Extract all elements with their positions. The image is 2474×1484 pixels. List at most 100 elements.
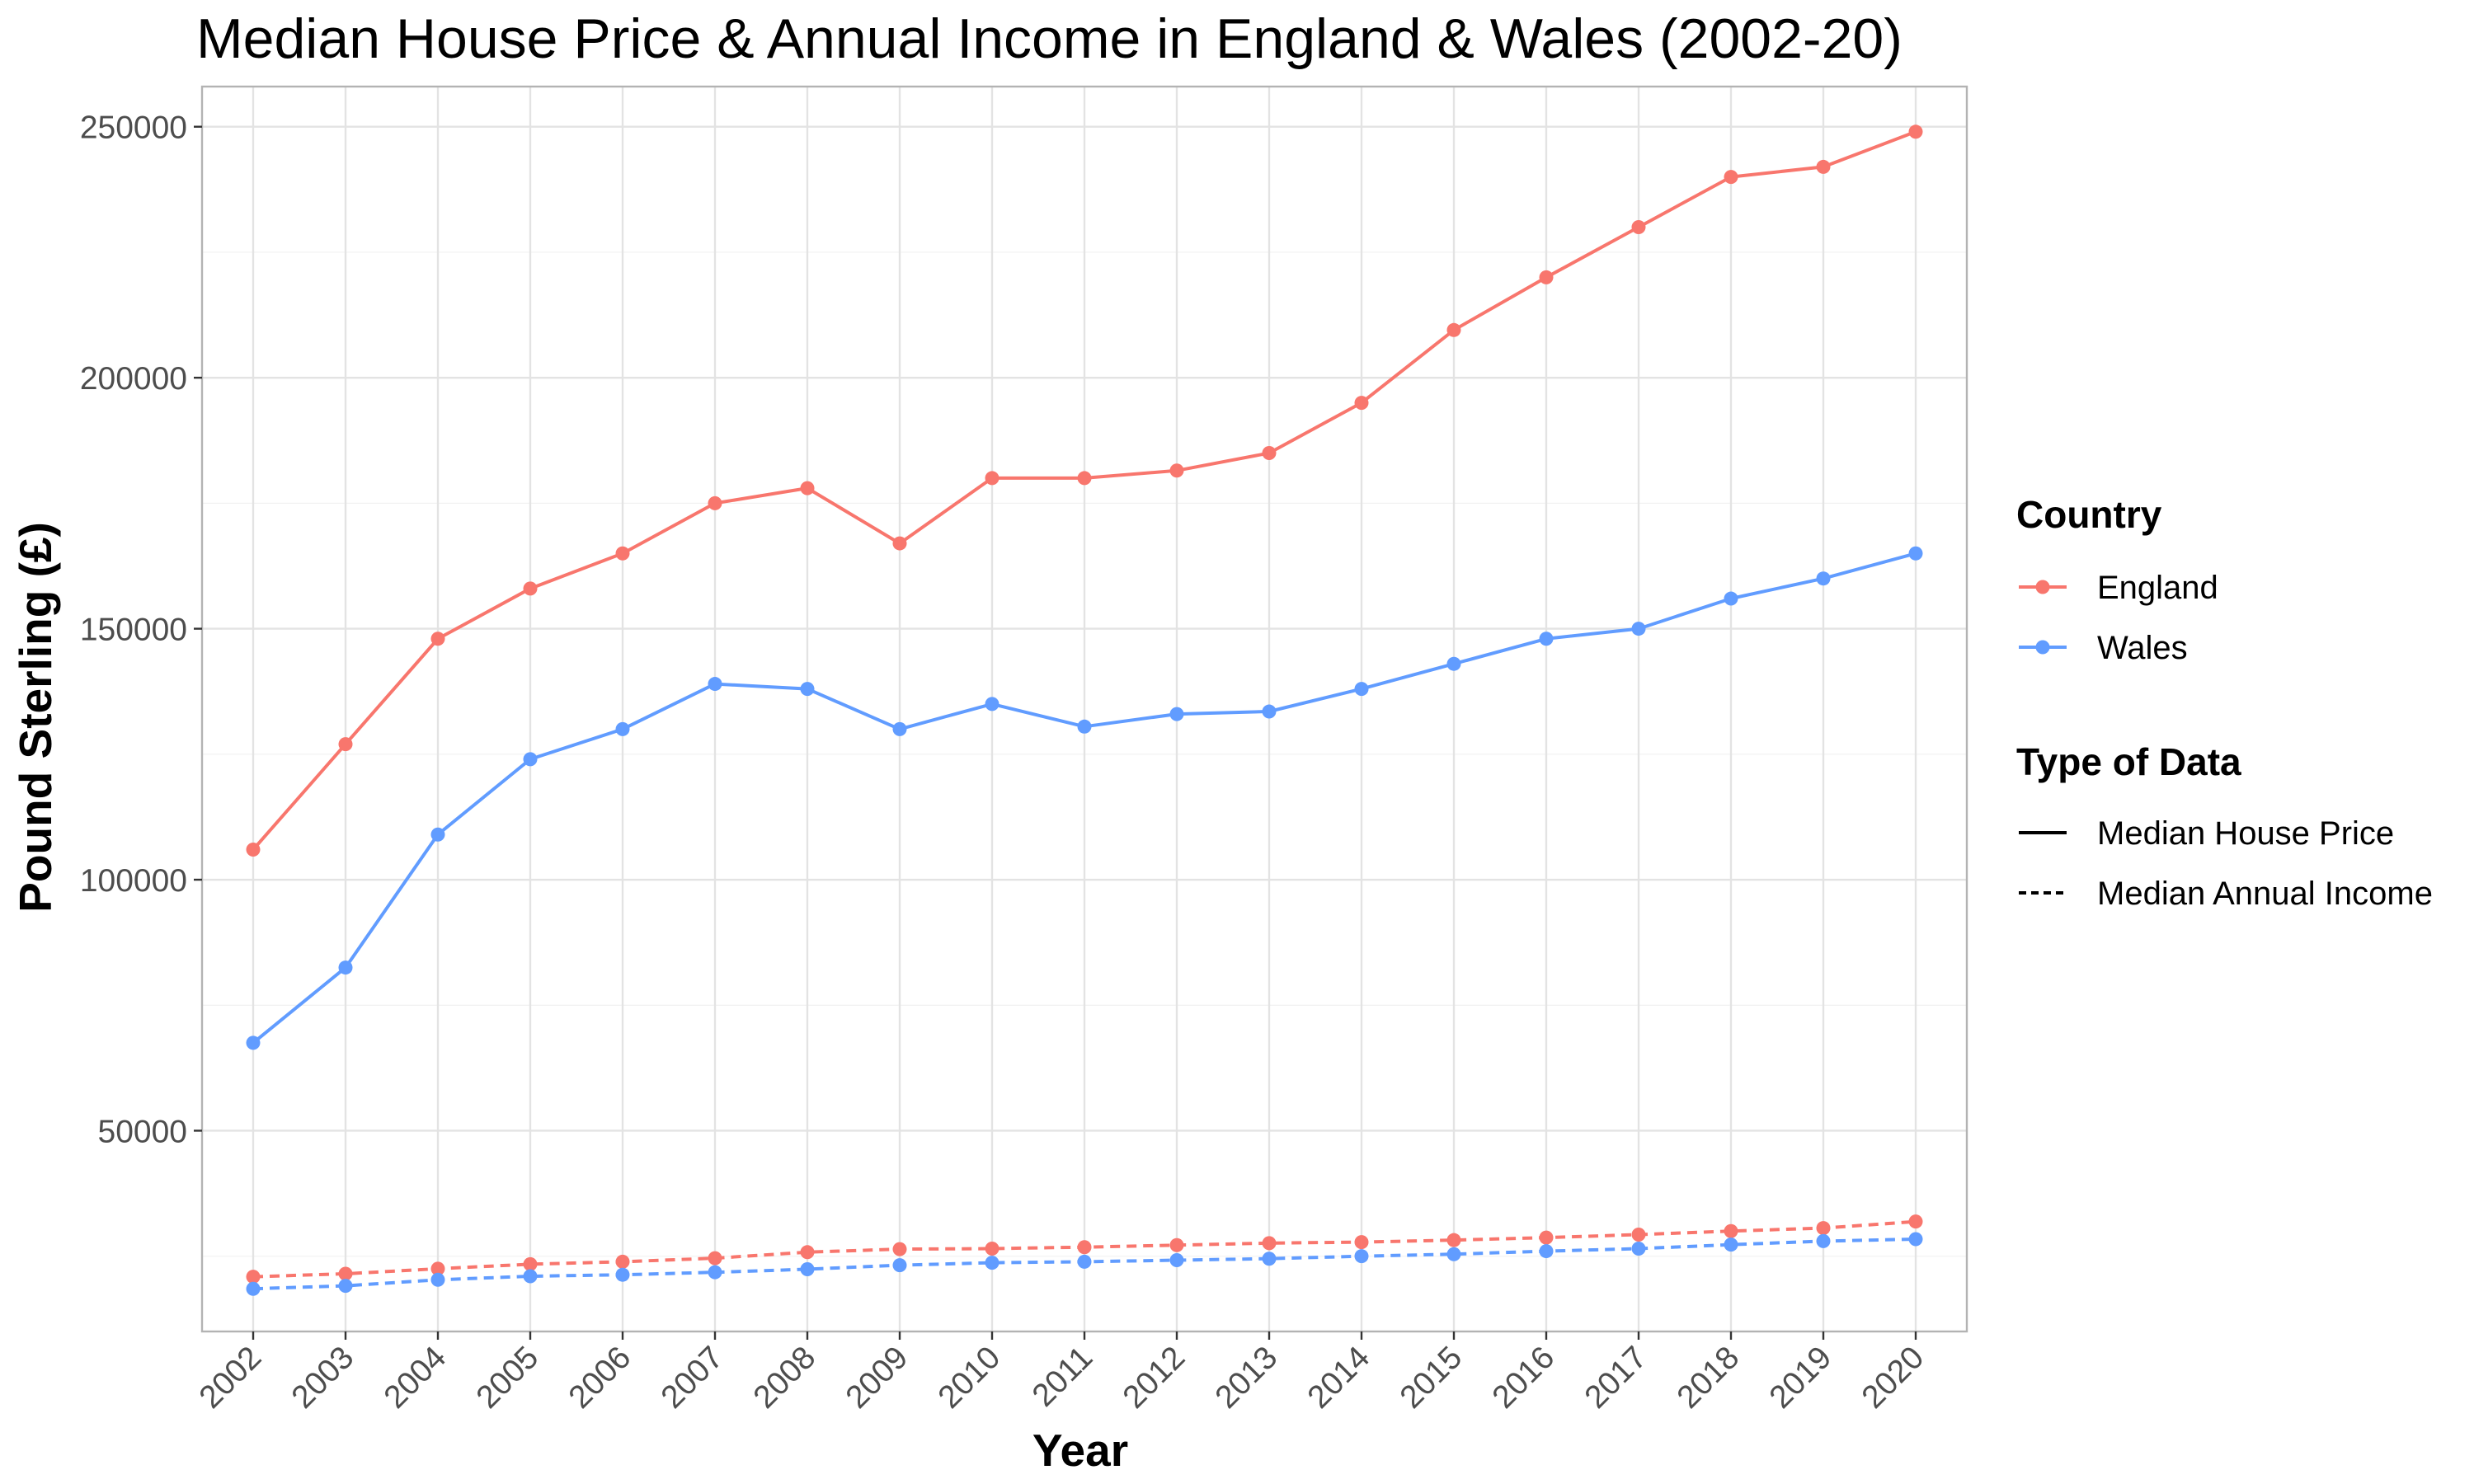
data-point — [523, 1256, 538, 1271]
data-point — [1169, 1253, 1184, 1268]
data-point — [985, 471, 999, 486]
x-tick-label: 2008 — [747, 1340, 823, 1416]
x-tick-label: 2019 — [1763, 1340, 1839, 1416]
x-axis-title: Year — [1032, 1425, 1128, 1476]
data-point — [338, 1279, 353, 1294]
data-point — [708, 495, 722, 510]
legend-label-wales: Wales — [2097, 630, 2188, 666]
data-point — [523, 1269, 538, 1284]
data-point — [1816, 159, 1831, 174]
data-point — [338, 1266, 353, 1281]
legend-label-england: England — [2097, 570, 2218, 606]
data-point — [523, 752, 538, 767]
data-point — [430, 1261, 445, 1276]
data-point — [1908, 546, 1923, 561]
data-point — [800, 682, 815, 697]
data-point — [1446, 322, 1461, 337]
data-point — [1354, 1235, 1369, 1250]
y-tick-label: 200000 — [80, 361, 187, 397]
data-point — [892, 721, 907, 736]
data-point — [246, 842, 261, 857]
plot-area — [200, 85, 1968, 1333]
data-point — [1077, 471, 1092, 486]
data-point — [1908, 1232, 1923, 1247]
chart-title: Median House Price & Annual Income in En… — [196, 7, 1903, 70]
legend: Country England Wales Type of Data Median… — [2016, 493, 2433, 912]
data-point — [1539, 1244, 1554, 1259]
data-point — [708, 1251, 722, 1266]
x-tick-label: 2011 — [1026, 1340, 1100, 1414]
data-point — [246, 1281, 261, 1296]
x-tick-label: 2010 — [932, 1340, 1008, 1416]
legend-type-label: Median Annual Income — [2097, 876, 2433, 912]
data-point — [615, 1267, 630, 1282]
data-point — [1724, 1237, 1738, 1252]
legend-type-label: Median House Price — [2097, 815, 2394, 852]
data-point — [1077, 719, 1092, 734]
data-point — [338, 737, 353, 752]
data-point — [800, 481, 815, 495]
data-point — [1724, 591, 1738, 606]
data-point — [708, 677, 722, 692]
y-tick-label: 250000 — [80, 110, 187, 146]
x-tick-label: 2013 — [1209, 1340, 1285, 1416]
data-point — [615, 721, 630, 736]
legend-type-title: Type of Data — [2016, 740, 2241, 783]
data-point — [1354, 682, 1369, 697]
x-tick-label: 2002 — [193, 1340, 269, 1416]
x-tick-label: 2003 — [285, 1340, 361, 1416]
data-point — [1724, 170, 1738, 185]
data-point — [1077, 1240, 1092, 1255]
data-point — [1169, 707, 1184, 721]
x-tick-label: 2004 — [378, 1340, 454, 1416]
x-tick-label: 2007 — [655, 1340, 731, 1416]
data-point — [1908, 1214, 1923, 1229]
data-point — [1354, 1249, 1369, 1264]
data-point — [892, 1242, 907, 1256]
data-point — [985, 1242, 999, 1256]
y-axis-title: Pound Sterling (£) — [10, 522, 61, 913]
data-point — [1539, 1230, 1554, 1245]
x-tick-label: 2012 — [1117, 1340, 1192, 1416]
y-axis: 50000 100000 150000 200000 250000 — [80, 110, 202, 1149]
x-tick-label: 2009 — [840, 1340, 915, 1416]
y-tick-label: 50000 — [98, 1114, 187, 1149]
data-point — [338, 960, 353, 975]
data-point — [615, 546, 630, 561]
data-point — [892, 1258, 907, 1273]
data-point — [1169, 463, 1184, 478]
data-point — [1354, 396, 1369, 411]
data-point — [1816, 1233, 1831, 1248]
data-point — [985, 1256, 999, 1270]
data-point — [1446, 1247, 1461, 1261]
data-point — [1631, 219, 1646, 234]
data-point — [1077, 1254, 1092, 1269]
data-point — [800, 1245, 815, 1260]
x-axis: 2002 2003 2004 2005 2006 2007 2008 2009 2010 2011… — [193, 1331, 1931, 1416]
series-points — [246, 124, 1923, 1296]
data-point — [985, 697, 999, 711]
data-point — [1816, 571, 1831, 586]
y-tick-label: 100000 — [80, 863, 187, 899]
data-point — [1262, 1252, 1277, 1266]
x-tick-label: 2016 — [1486, 1340, 1562, 1416]
legend-countries: England Wales — [2019, 570, 2218, 666]
x-tick-label: 2006 — [562, 1340, 638, 1416]
legend-key-point — [2035, 640, 2050, 655]
data-point — [615, 1254, 630, 1269]
x-tick-label: 2017 — [1578, 1340, 1654, 1416]
x-tick-label: 2014 — [1301, 1340, 1377, 1416]
data-point — [1631, 1242, 1646, 1256]
x-tick-label: 2015 — [1394, 1340, 1470, 1416]
data-point — [1169, 1237, 1184, 1252]
data-point — [523, 581, 538, 596]
x-tick-label: 2020 — [1856, 1340, 1931, 1416]
data-point — [1262, 704, 1277, 719]
legend-key-point — [2035, 580, 2050, 594]
data-point — [1539, 270, 1554, 284]
data-point — [430, 1272, 445, 1287]
x-tick-label: 2018 — [1671, 1340, 1747, 1416]
data-point — [800, 1262, 815, 1276]
data-point — [892, 536, 907, 551]
legend-country-title: Country — [2016, 493, 2162, 536]
